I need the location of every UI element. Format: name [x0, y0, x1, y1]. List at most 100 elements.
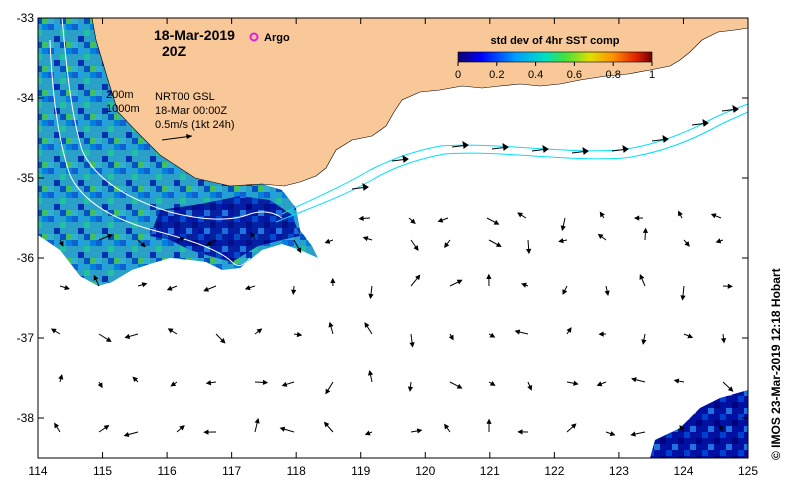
current-arrow-head	[367, 370, 374, 376]
current-vectors	[50, 105, 739, 438]
current-arrow-head	[715, 238, 722, 244]
current-arrow-head	[324, 238, 331, 244]
current-arrow-head	[250, 231, 256, 238]
current-arrow-head	[103, 425, 110, 431]
lat-tick-label: -38	[17, 411, 35, 425]
current-arrow-head	[609, 431, 616, 437]
current-arrow-head	[542, 145, 549, 153]
current-arrow-head	[54, 422, 60, 429]
current-arrow-head	[203, 429, 209, 435]
current-arrow-head	[325, 388, 331, 395]
current-arrow-head	[262, 379, 269, 386]
lon-tick-label: 125	[738, 464, 758, 478]
current-arrow-head	[362, 236, 369, 242]
current-arrow-head	[205, 380, 212, 386]
current-arrow-head	[679, 424, 685, 431]
current-arrow-head	[456, 279, 463, 285]
current-arrow-head	[526, 248, 532, 255]
current-arrow-head	[364, 430, 371, 436]
current-arrow-head	[639, 274, 645, 280]
lon-tick-label: 118	[287, 464, 306, 478]
current-arrow-head	[493, 219, 500, 225]
current-arrow-head	[409, 342, 415, 348]
current-arrow-head	[107, 233, 113, 239]
argo-marker-icon	[249, 32, 259, 42]
plot-frame	[37, 17, 749, 459]
contour-200m	[61, 18, 283, 220]
current-arrow-head	[456, 383, 463, 389]
current-arrow-head	[58, 374, 64, 380]
current-arrow-head	[486, 273, 492, 279]
current-arrow-head	[687, 333, 694, 339]
current-arrow-head	[64, 285, 70, 291]
current-arrow-head	[416, 428, 423, 434]
current-arrow-head	[140, 241, 146, 248]
current-arrow-head	[719, 424, 724, 431]
lat-tick-label: -34	[17, 91, 35, 105]
current-source-label: NRT00 GSL	[155, 91, 215, 103]
current-arrow-head	[642, 227, 649, 233]
current-arrow-head	[570, 423, 577, 429]
colorbar-tick-label: 0.4	[528, 69, 543, 81]
map-date: 18-Mar-2019	[154, 27, 235, 43]
current-arrow-head	[97, 382, 103, 389]
colorbar-tick-label: 0	[455, 69, 461, 81]
current-arrow-head	[582, 147, 589, 155]
current-arrow-head	[566, 327, 572, 333]
current-arrow-head	[573, 380, 579, 386]
lon-tick-label: 124	[673, 464, 693, 478]
lon-tick-label: 119	[351, 464, 370, 478]
current-arrow-head	[413, 245, 419, 251]
current-arrow-head	[622, 145, 629, 153]
lon-tick-label: 114	[28, 464, 47, 478]
current-arrow-head	[489, 380, 496, 386]
current-arrow-head	[291, 289, 297, 295]
current-arrow-head	[296, 331, 303, 338]
current-arrow-head	[727, 386, 734, 392]
current-arrow-head	[410, 218, 416, 225]
colorbar-title: std dev of 4hr SST comp	[491, 35, 620, 47]
lon-tick-label: 116	[158, 464, 177, 478]
current-arrow-head	[279, 426, 286, 432]
contour-cyan-outer	[275, 111, 748, 223]
lon-tick-label: 123	[609, 464, 629, 478]
current-arrow-head	[205, 240, 212, 246]
contour-1000-label: 1000m	[106, 103, 140, 115]
current-arrow-head	[132, 376, 138, 383]
lat-tick-label: -37	[17, 331, 35, 345]
current-arrow-head	[124, 333, 131, 339]
contour-1000m	[49, 39, 251, 266]
map-time: 20Z	[162, 43, 187, 59]
lat-tick-label: -36	[17, 251, 35, 265]
contour-200-label: 200m	[106, 89, 134, 101]
current-arrow-head	[598, 331, 604, 337]
current-arrow-head	[489, 332, 496, 338]
sst-deep-region	[150, 196, 300, 262]
current-arrow-head	[444, 242, 450, 248]
current-arrow-head	[521, 282, 527, 288]
current-arrow-head	[486, 418, 492, 424]
current-arrow-head	[462, 141, 469, 149]
current-arrow-head	[597, 233, 604, 239]
scale-arrow-head	[186, 134, 192, 139]
lon-tick-label: 120	[415, 464, 435, 478]
current-arrow-head	[203, 286, 209, 292]
colorbar-tick-label: 0.8	[606, 69, 621, 81]
current-arrow-head	[517, 429, 523, 435]
current-arrow-head	[678, 210, 683, 217]
credit-text: © IMOS 23-Mar-2019 12:18 Hobart	[769, 268, 783, 460]
current-arrow-head	[673, 378, 680, 384]
current-arrow-head	[495, 242, 502, 247]
current-arrow-head	[167, 328, 174, 334]
current-arrow-head	[631, 377, 637, 383]
current-arrow-head	[256, 328, 263, 334]
current-arrow-head	[219, 338, 226, 344]
current-arrow-head	[702, 119, 709, 127]
current-arrow-head	[58, 240, 64, 247]
current-arrow-head	[166, 285, 173, 291]
current-arrow-head	[517, 212, 523, 218]
current-arrow-head	[596, 381, 603, 387]
current-time-label: 18-Mar 00:00Z	[155, 105, 227, 117]
current-arrow-head	[558, 238, 564, 244]
current-arrow-head	[296, 247, 302, 254]
